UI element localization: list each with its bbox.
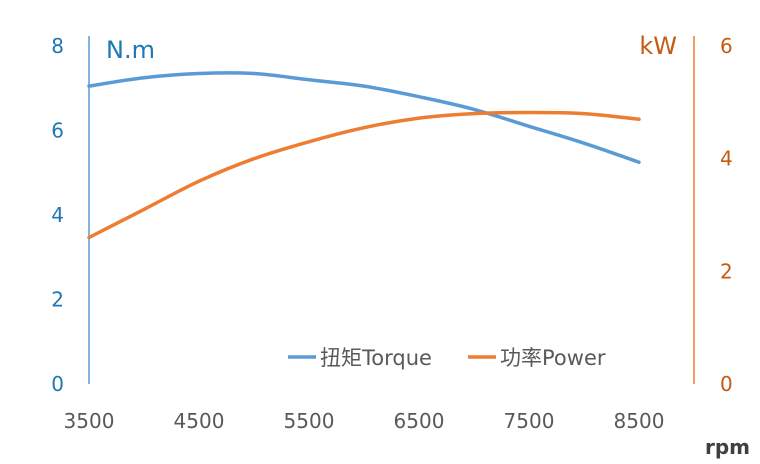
left-tick-label: 4 — [51, 203, 64, 227]
right-tick-label: 6 — [720, 34, 733, 58]
x-tick-label: 8500 — [614, 409, 665, 433]
left-axis-unit: N.m — [106, 36, 155, 64]
legend-label-0: 扭矩Torque — [320, 346, 432, 370]
left-tick-label: 0 — [51, 372, 64, 396]
axes-group — [88, 36, 695, 384]
series-layer — [87, 71, 641, 240]
x-tick-label: 3500 — [64, 409, 115, 433]
x-tick-label: 6500 — [394, 409, 445, 433]
right-tick-label: 4 — [720, 147, 733, 171]
x-tick-label: 4500 — [174, 409, 225, 433]
labels-group: 0 2 4 6 8 0 2 4 6 N.m kW 3500 4500 5500 6500 7500 8500 rp… — [51, 32, 750, 459]
legend: 扭矩Torque 功率Power — [288, 346, 606, 370]
series-line-1 — [87, 110, 641, 240]
legend-label-1: 功率Power — [500, 346, 606, 370]
right-tick-label: 2 — [720, 259, 733, 283]
x-tick-label: 5500 — [284, 409, 335, 433]
left-tick-label: 2 — [51, 288, 64, 312]
series-line-0 — [87, 71, 641, 164]
x-tick-label: 7500 — [504, 409, 555, 433]
x-axis-unit: rpm — [705, 435, 750, 459]
left-tick-label: 8 — [51, 34, 64, 58]
left-tick-label: 6 — [51, 119, 64, 143]
right-tick-label: 0 — [720, 372, 733, 396]
right-axis-unit: kW — [639, 32, 677, 60]
